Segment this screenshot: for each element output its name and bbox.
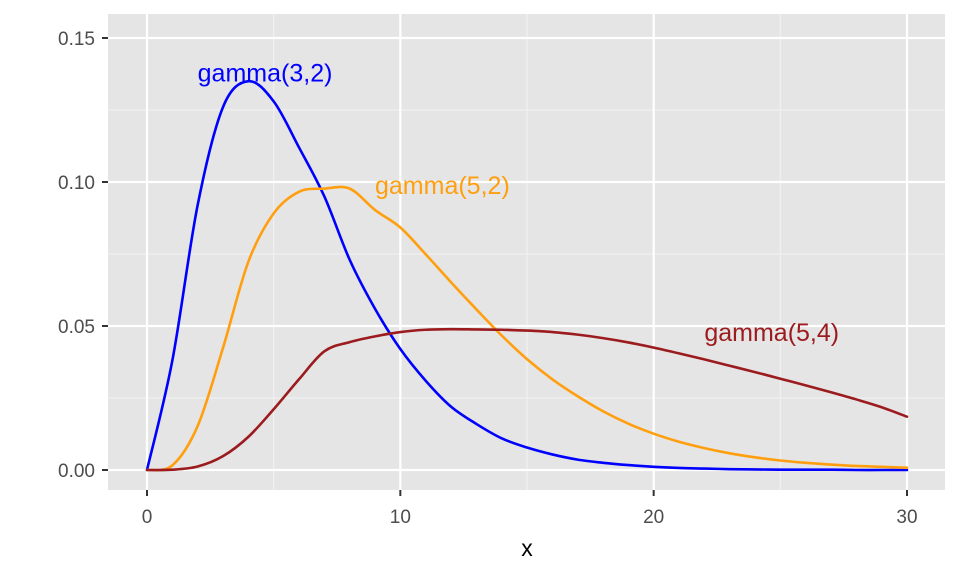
y-tick-label: 0.00	[58, 461, 95, 482]
minor-gridlines	[108, 14, 945, 490]
series-line-2	[145, 185, 909, 472]
y-tick-label: 0.10	[58, 173, 95, 194]
axes: 0 10 20 30 0.00 0.05 0.10 0.15	[58, 29, 918, 528]
x-tick-label: 20	[643, 507, 664, 528]
curve-label-3: gamma(5,4)	[704, 319, 839, 347]
x-tick-label: 0	[142, 507, 153, 528]
x-axis-title: x	[521, 535, 533, 561]
series-lines	[145, 79, 909, 472]
y-tick-label: 0.15	[58, 29, 95, 50]
curve-labels: gamma(3,2) gamma(5,2) gamma(5,4)	[198, 60, 839, 347]
series-line-1	[145, 79, 909, 472]
curve-label-1: gamma(3,2)	[198, 60, 333, 88]
curve-label-2: gamma(5,2)	[375, 172, 510, 200]
y-tick-label: 0.05	[58, 317, 95, 338]
x-tick-label: 10	[390, 507, 411, 528]
x-tick-label: 30	[896, 507, 917, 528]
series-line-3	[145, 327, 909, 472]
